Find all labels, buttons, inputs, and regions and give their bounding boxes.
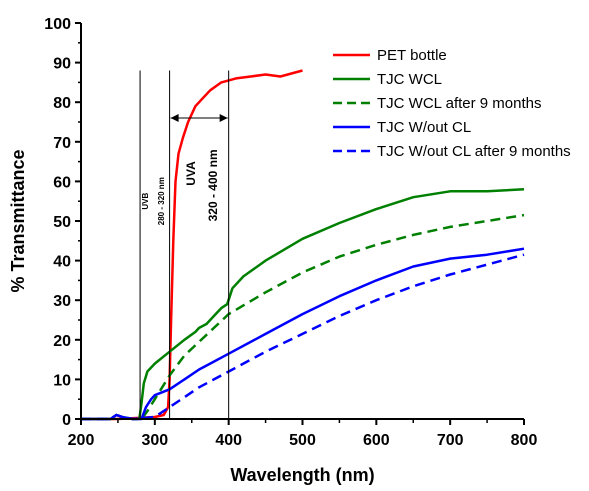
y-tick-label: 10	[53, 372, 71, 389]
uvb-label: UVB	[141, 193, 150, 210]
uva-arrowhead-left	[170, 114, 179, 123]
series-line-2	[81, 213, 525, 421]
y-tick-label: 100	[44, 16, 71, 33]
legend-label-0: PET bottle	[377, 47, 447, 64]
x-tick-label: 800	[511, 432, 538, 449]
uva-range-label: 320 - 400 nm	[206, 149, 220, 221]
x-tick-label: 300	[141, 432, 168, 449]
x-tick-label: 700	[437, 432, 464, 449]
y-tick-label: 0	[62, 412, 71, 429]
uvb-range-label: 280 - 320 nm	[157, 177, 166, 225]
annotations: UVB 280 - 320 nm UVA 320 - 400 nm	[141, 114, 228, 225]
legend-label-1: TJC WCL	[377, 71, 442, 88]
x-axis-title: Wavelength (nm)	[230, 465, 374, 485]
y-tick-label: 50	[53, 214, 71, 231]
legend-label-2: TJC WCL after 9 months	[377, 95, 542, 112]
y-tick-label: 80	[53, 95, 71, 112]
uva-label: UVA	[184, 161, 198, 186]
y-tick-label: 90	[53, 56, 71, 73]
x-tick-label: 500	[289, 432, 316, 449]
x-tick-label: 200	[68, 432, 95, 449]
legend: PET bottle TJC WCL TJC WCL after 9 months T…	[333, 47, 571, 160]
series-line-0	[81, 69, 303, 421]
region-boundaries	[139, 70, 230, 419]
x-tick-label: 400	[215, 432, 242, 449]
legend-label-3: TJC W/out CL	[377, 119, 471, 136]
y-tick-label: 20	[53, 333, 71, 350]
series-line-4	[81, 253, 525, 421]
axes: 0 10 20 30 40 50 60 70 80 90 100 200 300 400 500 600 700…	[8, 16, 537, 485]
y-tick-label: 60	[53, 174, 71, 191]
y-tick-label: 70	[53, 135, 71, 152]
uva-arrowhead-right	[219, 114, 228, 123]
y-tick-label: 40	[53, 254, 71, 271]
y-tick-label: 30	[53, 293, 71, 310]
series-line-1	[81, 188, 525, 421]
y-axis-title: % Transmittance	[8, 149, 28, 292]
x-tick-label: 600	[363, 432, 390, 449]
legend-label-4: TJC W/out CL after 9 months	[377, 143, 571, 160]
